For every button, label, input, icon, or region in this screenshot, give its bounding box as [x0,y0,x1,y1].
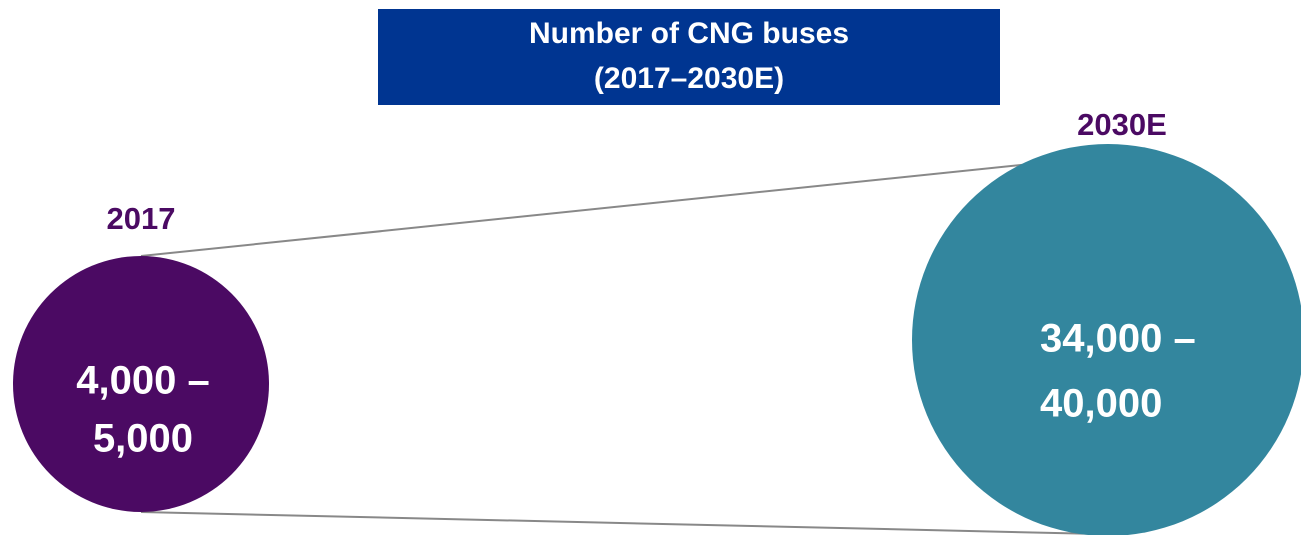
connector-bottom [140,511,1101,535]
value-line: 34,000 – [1040,317,1196,361]
year-label: 2017 [107,201,176,236]
bubble [13,256,269,512]
year-label: 2030E [1077,107,1167,142]
title-line: (2017–2030E) [594,62,784,95]
title-box [378,9,1000,105]
title-line: Number of CNG buses [529,17,849,50]
value-line: 40,000 [1040,382,1162,426]
value-line: 5,000 [93,417,193,461]
bubble [912,144,1301,535]
connector-top [140,163,1031,257]
value-line: 4,000 – [76,359,209,403]
